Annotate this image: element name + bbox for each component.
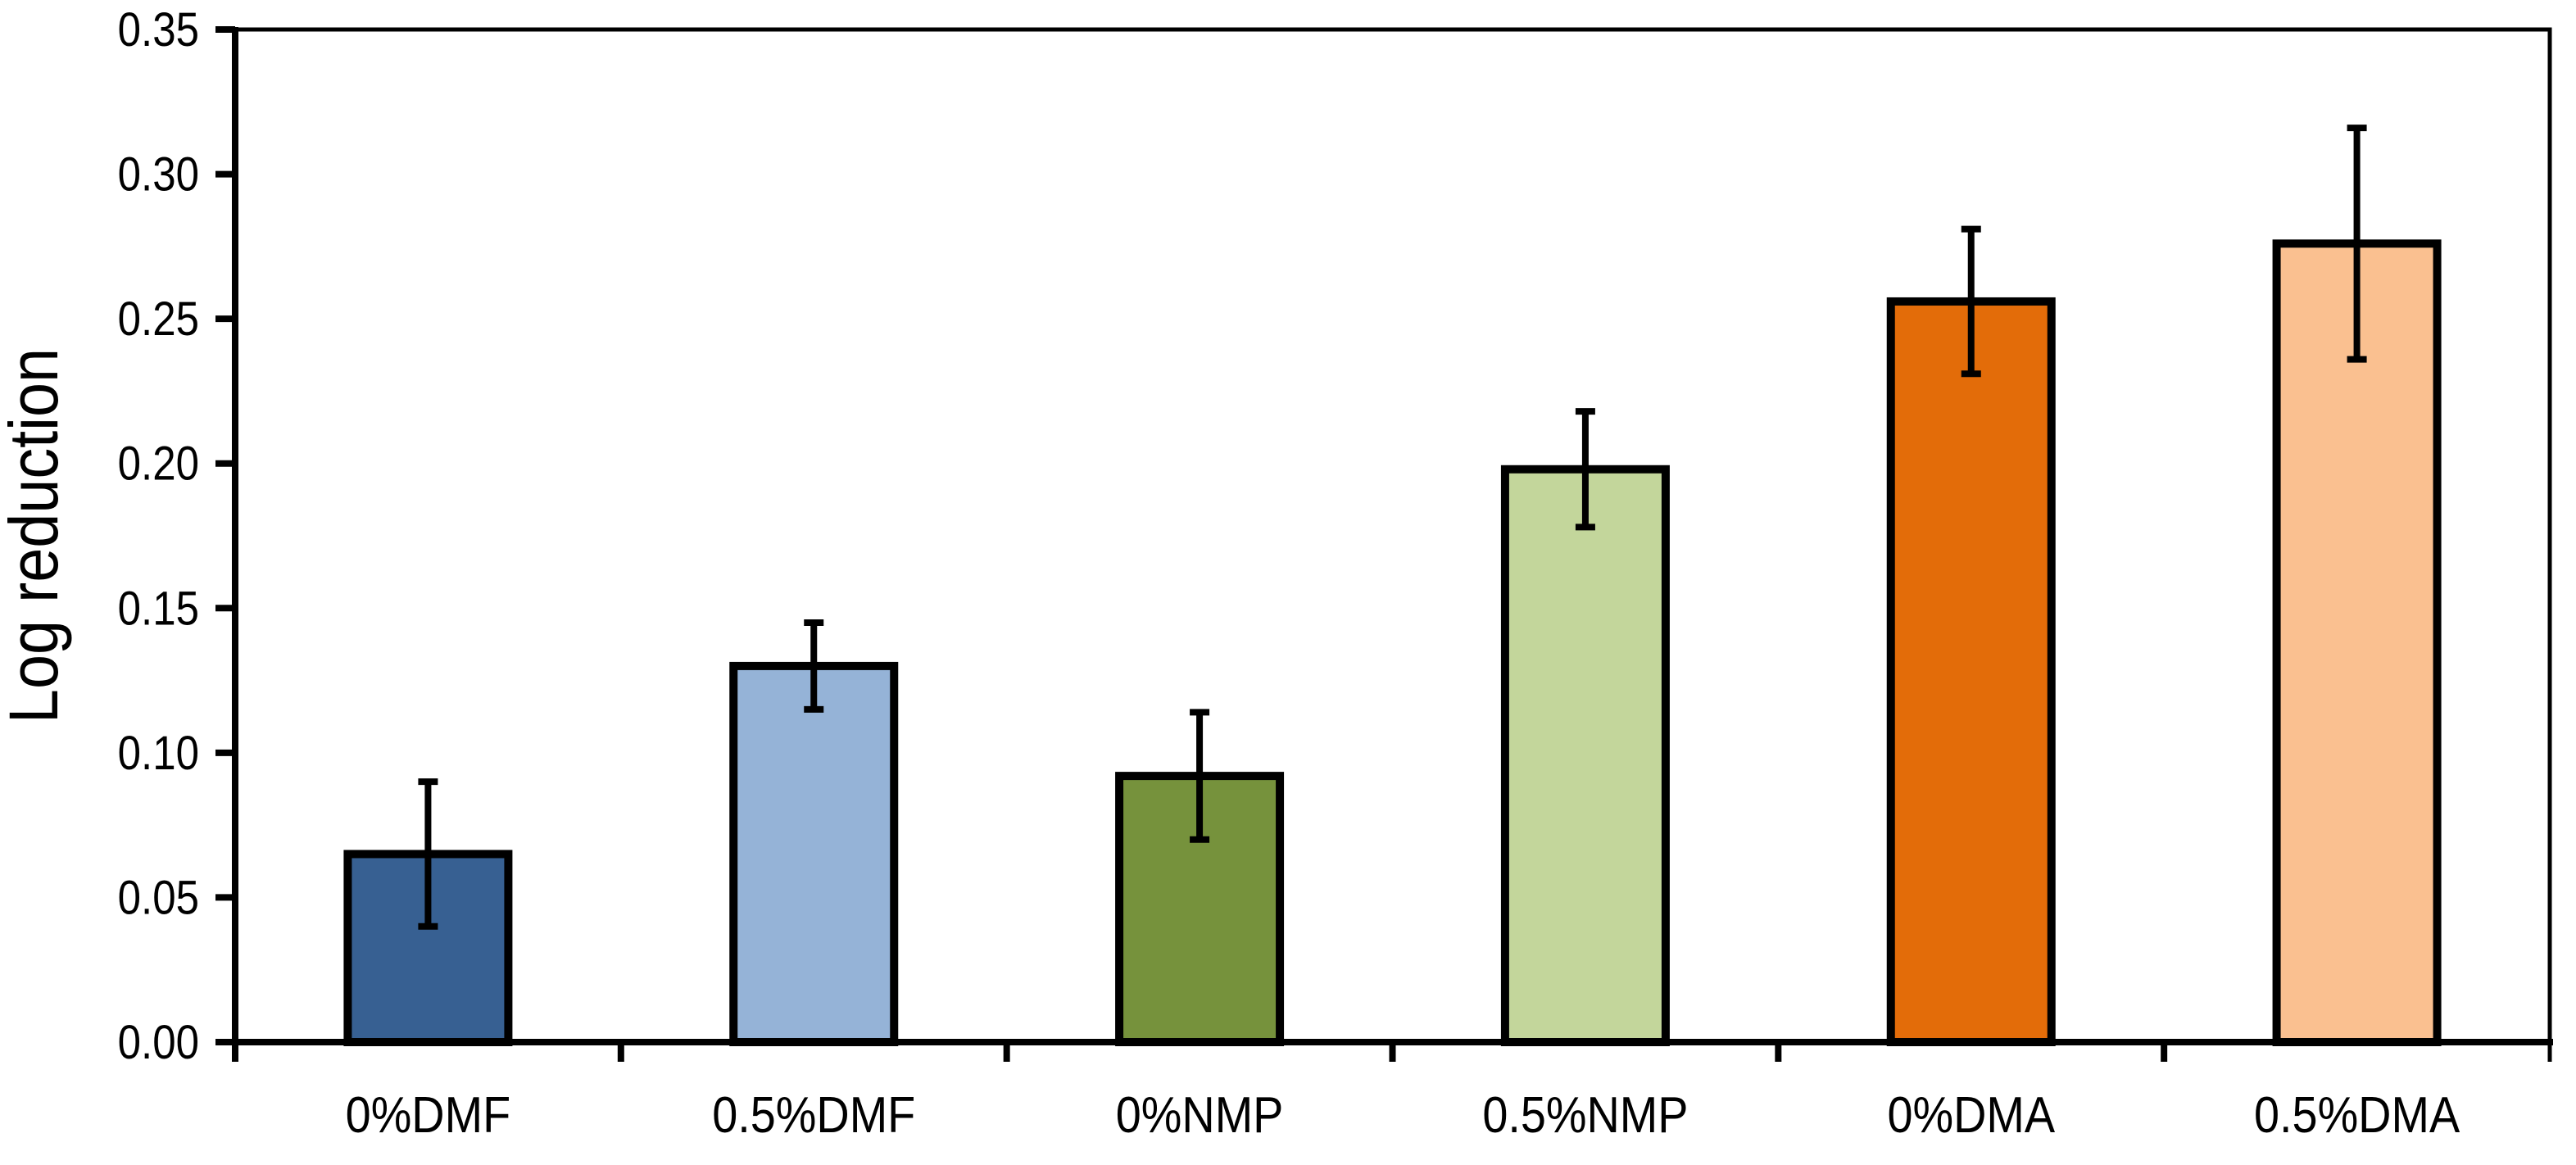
y-axis-tick-label: 0.15 [118,582,199,635]
x-axis-label: 0.5%NMP [1482,1087,1688,1143]
y-axis-tick-label: 0.20 [118,437,199,491]
x-axis-label: 0%DMF [346,1087,510,1143]
x-axis-label: 0.5%DMF [712,1087,915,1143]
bar-0%DMA [1886,297,2056,1046]
y-axis-tick-label: 0.25 [118,292,199,346]
x-axis-label: 0%DMA [1887,1087,2055,1143]
y-axis-tick-label: 0.05 [118,871,199,924]
y-axis-tick-label: 0.10 [118,727,199,780]
y-axis-tick-label: 0.35 [118,3,199,57]
plot-area: 0%DMF 0.5%DMF 0%NMP 0.5%NMP 0%DMA 0.5%DMA 0.00… [118,3,2553,1144]
y-axis-tick-label: 0.30 [118,148,199,202]
x-axis-label: 0%NMP [1116,1087,1284,1143]
y-axis-tick-label: 0.00 [118,1016,199,1069]
bar-0.5%DMA [2272,239,2442,1046]
y-axis-title: Log reduction [0,348,72,723]
bar-0.5%NMP [1500,465,1670,1046]
bar-0.5%DMF [729,661,899,1047]
x-axis-label: 0.5%DMA [2254,1087,2460,1143]
